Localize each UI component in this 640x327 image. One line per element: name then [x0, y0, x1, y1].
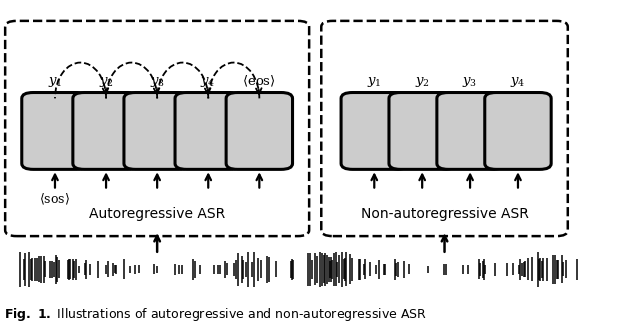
FancyBboxPatch shape — [22, 93, 88, 169]
FancyBboxPatch shape — [437, 93, 503, 169]
Text: $y_3$: $y_3$ — [463, 75, 477, 89]
FancyBboxPatch shape — [484, 93, 551, 169]
FancyBboxPatch shape — [226, 93, 292, 169]
Text: $y_2$: $y_2$ — [99, 75, 113, 89]
Text: Autoregressive ASR: Autoregressive ASR — [89, 207, 225, 221]
Text: $y_1$: $y_1$ — [367, 75, 381, 89]
FancyBboxPatch shape — [124, 93, 190, 169]
Text: $y_4$: $y_4$ — [510, 75, 525, 89]
FancyBboxPatch shape — [389, 93, 456, 169]
Text: $\mathbf{Fig.\ 1.}$ Illustrations of autoregressive and non-autoregressive ASR: $\mathbf{Fig.\ 1.}$ Illustrations of aut… — [4, 306, 427, 323]
Text: Non-autoregressive ASR: Non-autoregressive ASR — [360, 207, 529, 221]
Text: $y_3$: $y_3$ — [150, 75, 164, 89]
Text: $\langle\mathrm{eos}\rangle$: $\langle\mathrm{eos}\rangle$ — [243, 74, 276, 89]
Text: $y_4$: $y_4$ — [200, 75, 216, 89]
Text: $\langle\mathrm{sos}\rangle$: $\langle\mathrm{sos}\rangle$ — [40, 192, 70, 207]
Text: $y_1$: $y_1$ — [47, 75, 62, 89]
Text: $y_2$: $y_2$ — [415, 75, 429, 89]
FancyBboxPatch shape — [175, 93, 241, 169]
FancyBboxPatch shape — [341, 93, 408, 169]
FancyBboxPatch shape — [73, 93, 140, 169]
